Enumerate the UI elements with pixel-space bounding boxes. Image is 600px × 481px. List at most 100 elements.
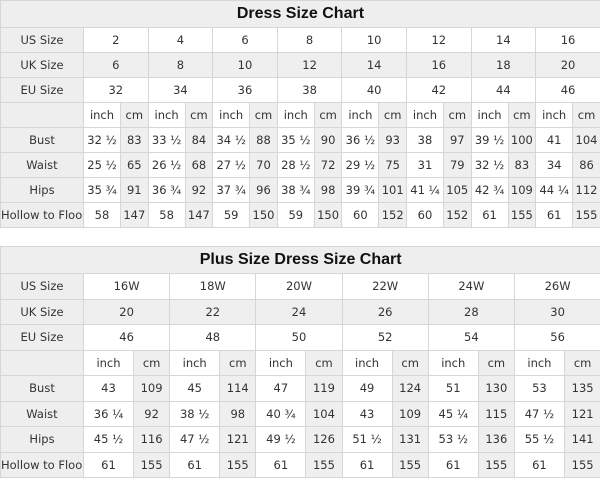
inch-value: 39 ½ <box>470 127 509 153</box>
us-size-cell: 18W <box>169 273 257 300</box>
inch-value: 38 ½ <box>169 400 221 427</box>
unit-row: inch cm inch cm inch cm inch cm inch cm inch cm <box>0 349 600 376</box>
eu-size-row: EU Size 32 34 36 38 40 42 44 46 <box>0 77 600 103</box>
row-label: Waist <box>0 152 84 178</box>
eu-size-cell: 44 <box>470 77 537 103</box>
uk-size-cell: 30 <box>513 298 600 325</box>
row-label: US Size <box>0 273 84 300</box>
eu-size-cell: 54 <box>427 324 515 351</box>
cm-value: 121 <box>219 426 257 453</box>
cm-value: 104 <box>572 127 600 153</box>
unit-cm: cm <box>249 102 278 128</box>
inch-value: 58 <box>83 202 121 228</box>
cm-value: 101 <box>378 177 407 203</box>
eu-size-cell: 38 <box>276 77 343 103</box>
us-size-cell: 26W <box>513 273 600 300</box>
chart-title: Dress Size Chart <box>0 0 600 28</box>
inch-value: 51 ½ <box>341 426 393 453</box>
inch-value: 49 ½ <box>255 426 307 453</box>
unit-inch: inch <box>405 102 444 128</box>
cm-value: 115 <box>477 400 515 427</box>
inch-value: 61 <box>341 451 393 478</box>
row-label: Hips <box>0 426 84 453</box>
uk-size-cell: 18 <box>470 52 537 78</box>
us-size-cell: 2 <box>83 27 149 53</box>
inch-value: 32 ½ <box>83 127 121 153</box>
us-size-cell: 22W <box>341 273 429 300</box>
uk-size-cell: 22 <box>169 298 257 325</box>
eu-size-cell: 36 <box>212 77 278 103</box>
unit-cm: cm <box>477 349 515 376</box>
unit-cm: cm <box>563 349 600 376</box>
eu-size-cell: 46 <box>82 324 171 351</box>
cm-value: 155 <box>572 202 600 228</box>
inch-value: 34 ½ <box>212 127 251 153</box>
measurement-row: Hollow to Floor 58 147 58 147 59 150 59 150 60 152… <box>0 202 600 228</box>
cm-value: 119 <box>305 375 343 402</box>
cm-value: 155 <box>563 451 600 478</box>
unit-cm: cm <box>391 349 429 376</box>
cm-value: 88 <box>249 127 278 153</box>
unit-inch: inch <box>341 102 380 128</box>
cm-value: 96 <box>249 177 278 203</box>
row-label: Bust <box>0 127 84 153</box>
cm-value: 155 <box>477 451 515 478</box>
inch-value: 40 ¾ <box>255 400 307 427</box>
uk-size-cell: 28 <box>427 298 515 325</box>
cm-value: 109 <box>391 400 429 427</box>
row-label <box>0 102 84 128</box>
cm-value: 136 <box>477 426 515 453</box>
inch-value: 49 <box>341 375 393 402</box>
inch-value: 38 ¾ <box>276 177 315 203</box>
uk-size-cell: 14 <box>341 52 407 78</box>
unit-inch: inch <box>169 349 221 376</box>
us-size-cell: 16W <box>82 273 171 300</box>
unit-row: inch cm inch cm inch cm inch cm inch cm inch cm inch… <box>0 102 600 128</box>
unit-cm: cm <box>442 102 472 128</box>
inch-value: 29 ½ <box>341 152 380 178</box>
cm-value: 72 <box>313 152 343 178</box>
cm-value: 121 <box>563 400 600 427</box>
cm-value: 130 <box>477 375 515 402</box>
row-label: Hollow to Floor <box>0 202 84 228</box>
uk-size-row: UK Size 6 8 10 12 14 16 18 20 <box>0 52 600 78</box>
inch-value: 35 ¾ <box>83 177 121 203</box>
unit-cm: cm <box>305 349 343 376</box>
us-size-cell: 6 <box>212 27 278 53</box>
unit-inch: inch <box>83 102 121 128</box>
unit-inch: inch <box>255 349 307 376</box>
cm-value: 126 <box>305 426 343 453</box>
measurement-row: Hollow to Floor 61 155 61 155 61 155 61 155 61 155… <box>0 451 600 478</box>
cm-value: 109 <box>132 375 171 402</box>
cm-value: 92 <box>184 177 214 203</box>
cm-value: 124 <box>391 375 429 402</box>
unit-inch: inch <box>83 349 134 376</box>
uk-size-cell: 26 <box>341 298 429 325</box>
row-label: US Size <box>0 27 84 53</box>
cm-value: 152 <box>442 202 472 228</box>
cm-value: 152 <box>378 202 407 228</box>
plus-size-chart-table: Plus Size Dress Size Chart US Size 16W 18W 2… <box>0 246 600 478</box>
inch-value: 32 ½ <box>470 152 509 178</box>
row-label <box>0 349 84 376</box>
dress-size-chart-table: Dress Size Chart US Size 2 4 6 8 10 12 14 16 UK Si… <box>0 0 600 228</box>
cm-value: 135 <box>563 375 600 402</box>
cm-value: 131 <box>391 426 429 453</box>
inch-value: 36 ¾ <box>147 177 186 203</box>
uk-size-cell: 8 <box>147 52 214 78</box>
row-label: EU Size <box>0 77 84 103</box>
eu-size-cell: 42 <box>405 77 472 103</box>
inch-value: 55 ½ <box>513 426 565 453</box>
inch-value: 43 <box>83 375 134 402</box>
inch-value: 26 ½ <box>147 152 186 178</box>
inch-value: 45 ½ <box>83 426 134 453</box>
uk-size-cell: 20 <box>535 52 600 78</box>
cm-value: 155 <box>507 202 537 228</box>
inch-value: 45 <box>169 375 221 402</box>
unit-cm: cm <box>184 102 214 128</box>
row-label: UK Size <box>0 52 84 78</box>
cm-value: 141 <box>563 426 600 453</box>
cm-value: 150 <box>313 202 343 228</box>
inch-value: 35 ½ <box>276 127 315 153</box>
